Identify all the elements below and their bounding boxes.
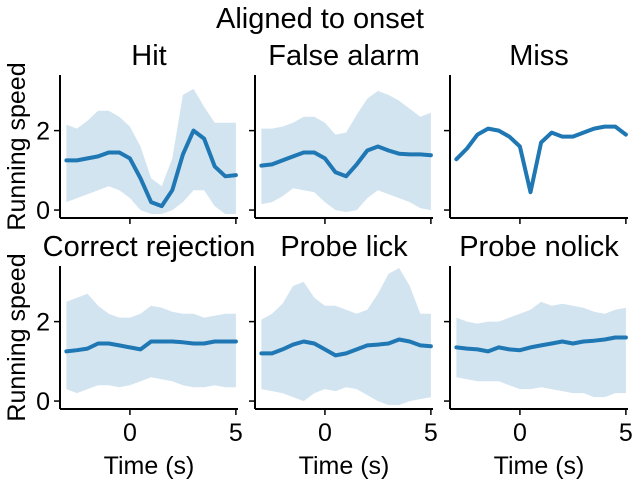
y-axis-label: Running speed	[3, 253, 31, 421]
x-axis-label: Time (s)	[104, 452, 195, 480]
x-axis-label: Time (s)	[299, 452, 390, 480]
x-axis-label: Time (s)	[494, 452, 585, 480]
confidence-band	[66, 88, 236, 214]
figure-suptitle: Aligned to onset	[216, 3, 424, 35]
panel-probe-lick: 0 5 Probe lick Time (s)	[249, 231, 438, 480]
panel-title: Correct rejection	[43, 231, 256, 263]
x-tick-label: 0	[318, 419, 332, 447]
panel-title: Probe nolick	[459, 231, 619, 263]
y-axis-label: Running speed	[3, 62, 31, 230]
confidence-band	[261, 268, 431, 405]
x-tick-label: 0	[123, 419, 137, 447]
x-tick-label: 5	[619, 419, 633, 447]
mean-line	[259, 337, 433, 358]
mean-line	[64, 128, 238, 209]
confidence-band	[261, 90, 431, 212]
panel-hit: 0 2 Hit Running speed	[3, 40, 238, 231]
confidence-band	[456, 301, 626, 398]
mean-line	[454, 335, 628, 354]
x-tick-label: 5	[424, 419, 438, 447]
panel-false-alarm: False alarm	[249, 40, 433, 224]
panel-probe-nolick: 0 5 Probe nolick Time (s)	[444, 231, 633, 480]
y-tick-label: 0	[36, 197, 50, 225]
panel-title: False alarm	[268, 40, 420, 72]
mean-line	[259, 144, 433, 179]
mean-line	[64, 339, 238, 354]
y-tick-label: 0	[36, 388, 50, 416]
panel-title: Probe lick	[280, 231, 408, 263]
x-tick-label: 0	[513, 419, 527, 447]
panel-miss: Miss	[444, 40, 628, 224]
y-tick-label: 2	[36, 118, 50, 146]
mean-line	[454, 124, 628, 195]
panel-correct-rejection: 0 2 0 5 Correct rejection Running speed Time (…	[3, 231, 255, 480]
x-tick-label: 5	[229, 419, 243, 447]
panel-title: Hit	[131, 40, 166, 72]
panel-title: Miss	[509, 40, 569, 72]
y-tick-label: 2	[36, 309, 50, 337]
